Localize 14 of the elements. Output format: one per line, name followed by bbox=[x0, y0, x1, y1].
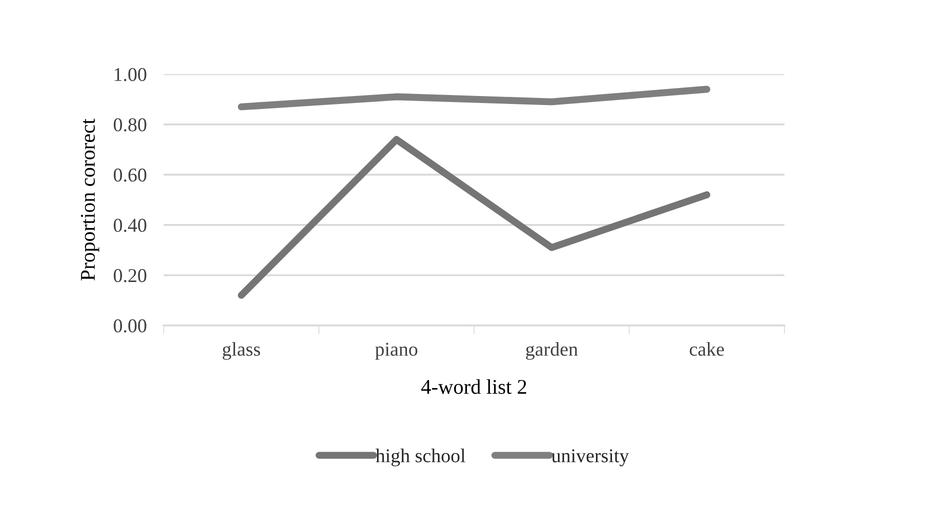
y-tick-label: 0.60 bbox=[114, 168, 146, 182]
x-tick-label: piano bbox=[375, 342, 418, 360]
x-tick-label: cake bbox=[690, 342, 724, 356]
x-tick-label: garden bbox=[526, 342, 578, 360]
y-tick-label: 1.00 bbox=[114, 68, 146, 82]
y-tick-label: 0.40 bbox=[114, 218, 146, 232]
y-tick-label: 0.80 bbox=[114, 118, 146, 132]
legend-label: university bbox=[552, 449, 629, 466]
x-tick-label: glass bbox=[222, 342, 260, 360]
y-tick-label: 0.20 bbox=[114, 269, 146, 282]
legend-label: high school bbox=[376, 448, 466, 466]
x-axis-title: 4-word list 2 bbox=[421, 379, 526, 394]
y-axis-title: Proportion cororect bbox=[80, 118, 100, 281]
y-tick-label: 0.00 bbox=[114, 319, 146, 333]
